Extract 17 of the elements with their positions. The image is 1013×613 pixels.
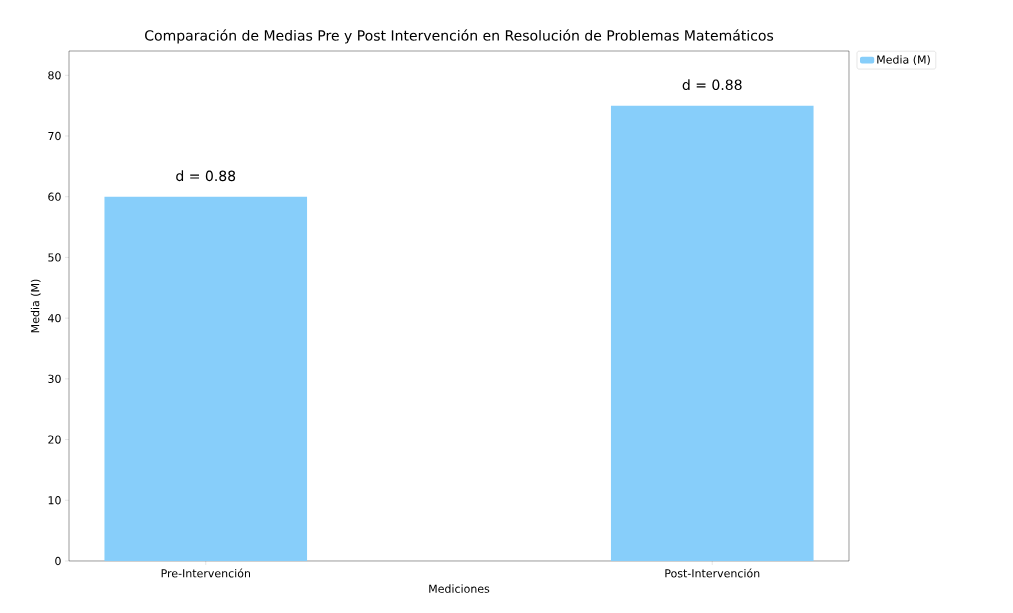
- y-tick-label: 10: [48, 496, 61, 505]
- y-tick-label: 50: [48, 253, 61, 262]
- y-tick-label: 0: [55, 556, 61, 566]
- y-tick-label: 80: [48, 71, 61, 80]
- annotation: d = 0.88: [176, 170, 236, 182]
- x-tick-label: Post-Intervención: [665, 568, 760, 578]
- y-axis-title: Media (M): [30, 279, 41, 333]
- y-tick-label: 30: [48, 374, 61, 384]
- y-tick-label: 20: [48, 435, 61, 444]
- y-tick-label: 70: [48, 131, 61, 141]
- x-axis-title: Mediciones: [429, 584, 490, 593]
- annotation: d = 0.88: [682, 79, 742, 91]
- y-tick-label: 40: [48, 313, 61, 323]
- chart-title: Comparación de Medias Pre y Post Intervención en Resolución de Problemas Matemáticos: [145, 29, 774, 44]
- y-tick-label: 60: [48, 192, 61, 201]
- x-tick-label: Pre-Intervención: [161, 568, 250, 578]
- legend-label: Media (M): [877, 55, 930, 65]
